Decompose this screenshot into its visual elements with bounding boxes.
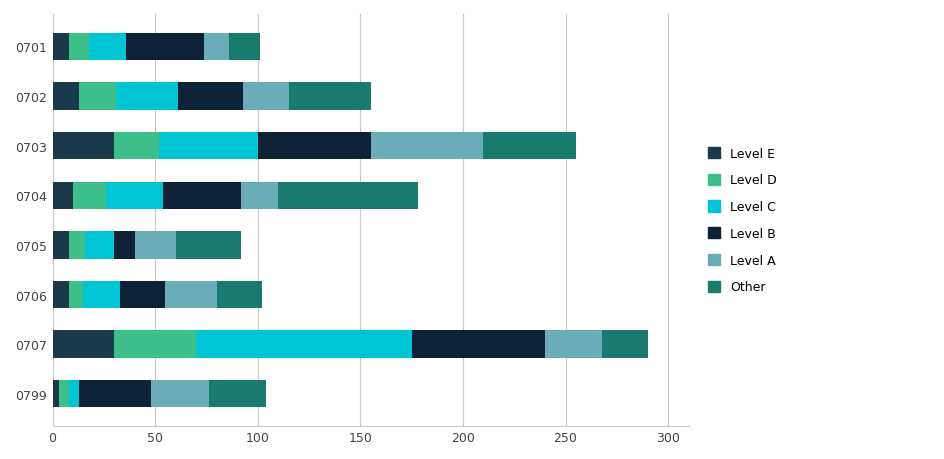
Bar [79, 381, 151, 408]
Legend: Level E, Level D, Level C, Level B, Level A, Other: Level E, Level D, Level C, Level B, Leve… [707, 147, 776, 294]
Bar [228, 34, 260, 61]
Bar [53, 331, 114, 358]
Bar [288, 83, 370, 111]
Bar [116, 83, 177, 111]
Bar [278, 182, 417, 209]
Bar [412, 331, 545, 358]
Bar [114, 232, 134, 259]
Bar [151, 381, 209, 408]
Bar [53, 281, 69, 308]
Bar [209, 381, 265, 408]
Bar [258, 133, 370, 160]
Bar [69, 381, 79, 408]
Bar [163, 182, 241, 209]
Bar [241, 182, 278, 209]
Bar [69, 34, 90, 61]
Bar [106, 182, 163, 209]
Bar [244, 83, 288, 111]
Bar [53, 182, 73, 209]
Bar [85, 232, 114, 259]
Bar [114, 331, 196, 358]
Bar [83, 281, 120, 308]
Bar [160, 133, 258, 160]
Bar [176, 232, 241, 259]
Bar [90, 34, 126, 61]
Bar [126, 34, 204, 61]
Bar [53, 232, 69, 259]
Bar [53, 83, 79, 111]
Bar [120, 281, 165, 308]
Bar [79, 83, 116, 111]
Bar [204, 34, 228, 61]
Bar [69, 232, 85, 259]
Bar [53, 381, 59, 408]
Bar [73, 182, 106, 209]
Bar [177, 83, 244, 111]
Bar [59, 381, 69, 408]
Bar [483, 133, 575, 160]
Bar [196, 331, 412, 358]
Bar [69, 281, 83, 308]
Bar [602, 331, 647, 358]
Bar [53, 133, 114, 160]
Bar [370, 133, 483, 160]
Bar [545, 331, 602, 358]
Bar [165, 281, 216, 308]
Bar [134, 232, 176, 259]
Bar [216, 281, 261, 308]
Bar [53, 34, 69, 61]
Bar [114, 133, 160, 160]
